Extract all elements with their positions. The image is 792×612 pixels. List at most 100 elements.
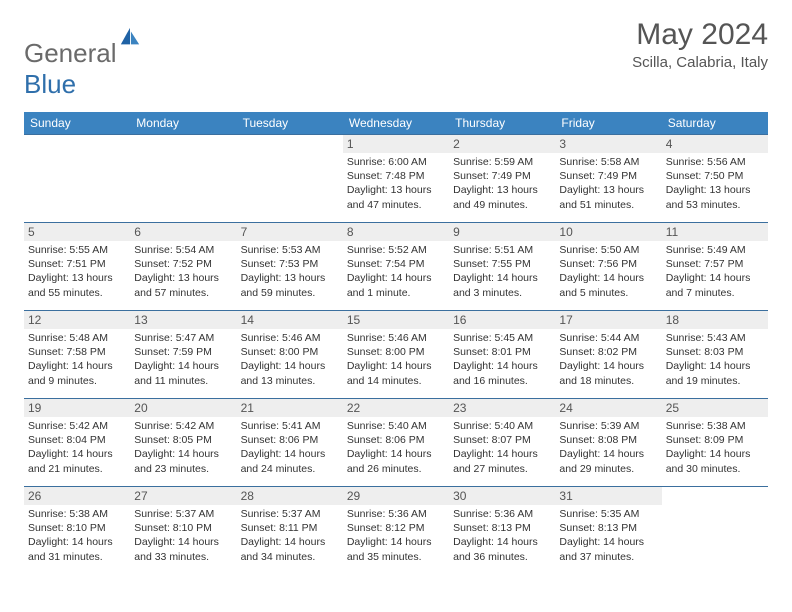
- sunset-line: Sunset: 7:50 PM: [666, 169, 764, 183]
- calendar-row: 5Sunrise: 5:55 AMSunset: 7:51 PMDaylight…: [24, 223, 768, 311]
- day-data: Sunrise: 5:54 AMSunset: 7:52 PMDaylight:…: [130, 241, 236, 304]
- day-number: 2: [449, 135, 555, 153]
- day-number: 23: [449, 399, 555, 417]
- sunset-line: Sunset: 7:48 PM: [347, 169, 445, 183]
- sunrise-line: Sunrise: 5:36 AM: [347, 507, 445, 521]
- day-data: Sunrise: 5:41 AMSunset: 8:06 PMDaylight:…: [237, 417, 343, 480]
- sunrise-line: Sunrise: 5:47 AM: [134, 331, 232, 345]
- sunrise-line: Sunrise: 5:56 AM: [666, 155, 764, 169]
- day-number: 8: [343, 223, 449, 241]
- day-number: 9: [449, 223, 555, 241]
- sunset-line: Sunset: 8:03 PM: [666, 345, 764, 359]
- calendar-cell: 12Sunrise: 5:48 AMSunset: 7:58 PMDayligh…: [24, 311, 130, 399]
- weekday-header: Sunday: [24, 112, 130, 135]
- calendar-row: 19Sunrise: 5:42 AMSunset: 8:04 PMDayligh…: [24, 399, 768, 487]
- calendar-cell: 18Sunrise: 5:43 AMSunset: 8:03 PMDayligh…: [662, 311, 768, 399]
- daylight-line: Daylight: 14 hours and 13 minutes.: [241, 359, 339, 387]
- calendar-table: SundayMondayTuesdayWednesdayThursdayFrid…: [24, 112, 768, 575]
- day-data: Sunrise: 5:39 AMSunset: 8:08 PMDaylight:…: [555, 417, 661, 480]
- sunset-line: Sunset: 8:09 PM: [666, 433, 764, 447]
- weekday-header: Monday: [130, 112, 236, 135]
- daylight-line: Daylight: 14 hours and 14 minutes.: [347, 359, 445, 387]
- daylight-line: Daylight: 14 hours and 27 minutes.: [453, 447, 551, 475]
- day-data: Sunrise: 5:42 AMSunset: 8:04 PMDaylight:…: [24, 417, 130, 480]
- calendar-cell-empty: [130, 135, 236, 223]
- daylight-line: Daylight: 14 hours and 31 minutes.: [28, 535, 126, 563]
- weekday-header: Wednesday: [343, 112, 449, 135]
- day-data: Sunrise: 5:51 AMSunset: 7:55 PMDaylight:…: [449, 241, 555, 304]
- daylight-line: Daylight: 14 hours and 7 minutes.: [666, 271, 764, 299]
- sunset-line: Sunset: 7:49 PM: [559, 169, 657, 183]
- calendar-cell: 5Sunrise: 5:55 AMSunset: 7:51 PMDaylight…: [24, 223, 130, 311]
- day-data: Sunrise: 5:55 AMSunset: 7:51 PMDaylight:…: [24, 241, 130, 304]
- day-data: Sunrise: 5:35 AMSunset: 8:13 PMDaylight:…: [555, 505, 661, 568]
- daylight-line: Daylight: 14 hours and 3 minutes.: [453, 271, 551, 299]
- sunset-line: Sunset: 8:13 PM: [559, 521, 657, 535]
- sunset-line: Sunset: 8:07 PM: [453, 433, 551, 447]
- sunrise-line: Sunrise: 5:38 AM: [666, 419, 764, 433]
- daylight-line: Daylight: 14 hours and 11 minutes.: [134, 359, 232, 387]
- calendar-cell: 9Sunrise: 5:51 AMSunset: 7:55 PMDaylight…: [449, 223, 555, 311]
- calendar-cell-empty: [662, 487, 768, 575]
- sunrise-line: Sunrise: 5:53 AM: [241, 243, 339, 257]
- sunset-line: Sunset: 7:51 PM: [28, 257, 126, 271]
- daylight-line: Daylight: 14 hours and 9 minutes.: [28, 359, 126, 387]
- sunset-line: Sunset: 8:13 PM: [453, 521, 551, 535]
- daylight-line: Daylight: 14 hours and 30 minutes.: [666, 447, 764, 475]
- daylight-line: Daylight: 14 hours and 33 minutes.: [134, 535, 232, 563]
- day-number: 17: [555, 311, 661, 329]
- sunrise-line: Sunrise: 5:37 AM: [241, 507, 339, 521]
- daylight-line: Daylight: 14 hours and 24 minutes.: [241, 447, 339, 475]
- calendar-cell: 4Sunrise: 5:56 AMSunset: 7:50 PMDaylight…: [662, 135, 768, 223]
- daylight-line: Daylight: 14 hours and 37 minutes.: [559, 535, 657, 563]
- day-data: Sunrise: 5:40 AMSunset: 8:07 PMDaylight:…: [449, 417, 555, 480]
- calendar-cell: 16Sunrise: 5:45 AMSunset: 8:01 PMDayligh…: [449, 311, 555, 399]
- title-block: May 2024 Scilla, Calabria, Italy: [632, 18, 768, 71]
- sunset-line: Sunset: 8:12 PM: [347, 521, 445, 535]
- day-number: 22: [343, 399, 449, 417]
- sunrise-line: Sunrise: 5:42 AM: [134, 419, 232, 433]
- day-number: 10: [555, 223, 661, 241]
- day-data: Sunrise: 5:37 AMSunset: 8:11 PMDaylight:…: [237, 505, 343, 568]
- sunrise-line: Sunrise: 5:46 AM: [347, 331, 445, 345]
- sunrise-line: Sunrise: 5:59 AM: [453, 155, 551, 169]
- sunrise-line: Sunrise: 5:44 AM: [559, 331, 657, 345]
- day-data: Sunrise: 5:46 AMSunset: 8:00 PMDaylight:…: [343, 329, 449, 392]
- sunrise-line: Sunrise: 5:41 AM: [241, 419, 339, 433]
- sunset-line: Sunset: 7:59 PM: [134, 345, 232, 359]
- sunrise-line: Sunrise: 5:58 AM: [559, 155, 657, 169]
- sunset-line: Sunset: 8:10 PM: [28, 521, 126, 535]
- calendar-cell: 14Sunrise: 5:46 AMSunset: 8:00 PMDayligh…: [237, 311, 343, 399]
- day-number: 12: [24, 311, 130, 329]
- day-number: 24: [555, 399, 661, 417]
- day-data: Sunrise: 5:43 AMSunset: 8:03 PMDaylight:…: [662, 329, 768, 392]
- calendar-cell: 13 Sunrise: 5:47 AMSunset: 7:59 PMDayligh…: [130, 311, 236, 399]
- daylight-line: Daylight: 14 hours and 16 minutes.: [453, 359, 551, 387]
- calendar-cell: 26Sunrise: 5:38 AMSunset: 8:10 PMDayligh…: [24, 487, 130, 575]
- day-data: Sunrise: 5:36 AMSunset: 8:13 PMDaylight:…: [449, 505, 555, 568]
- sunrise-line: Sunrise: 5:51 AM: [453, 243, 551, 257]
- sunset-line: Sunset: 8:02 PM: [559, 345, 657, 359]
- day-number: 13: [130, 311, 236, 329]
- brand-part1: General: [24, 38, 117, 68]
- sunrise-line: Sunrise: 5:49 AM: [666, 243, 764, 257]
- daylight-line: Daylight: 14 hours and 23 minutes.: [134, 447, 232, 475]
- day-number: 19: [24, 399, 130, 417]
- brand-text: General Blue: [24, 26, 141, 100]
- day-data: Sunrise: 5:38 AMSunset: 8:09 PMDaylight:…: [662, 417, 768, 480]
- daylight-line: Daylight: 14 hours and 21 minutes.: [28, 447, 126, 475]
- daylight-line: Daylight: 13 hours and 59 minutes.: [241, 271, 339, 299]
- daylight-line: Daylight: 14 hours and 29 minutes.: [559, 447, 657, 475]
- day-number: 11: [662, 223, 768, 241]
- calendar-row: 1Sunrise: 6:00 AMSunset: 7:48 PMDaylight…: [24, 135, 768, 223]
- calendar-cell: 1Sunrise: 6:00 AMSunset: 7:48 PMDaylight…: [343, 135, 449, 223]
- day-data: Sunrise: 5:46 AMSunset: 8:00 PMDaylight:…: [237, 329, 343, 392]
- day-number: 15: [343, 311, 449, 329]
- sunrise-line: Sunrise: 5:43 AM: [666, 331, 764, 345]
- sunrise-line: Sunrise: 5:42 AM: [28, 419, 126, 433]
- sunset-line: Sunset: 7:52 PM: [134, 257, 232, 271]
- sunset-line: Sunset: 7:55 PM: [453, 257, 551, 271]
- calendar-header: SundayMondayTuesdayWednesdayThursdayFrid…: [24, 112, 768, 135]
- daylight-line: Daylight: 13 hours and 51 minutes.: [559, 183, 657, 211]
- day-data: Sunrise: 5:44 AMSunset: 8:02 PMDaylight:…: [555, 329, 661, 392]
